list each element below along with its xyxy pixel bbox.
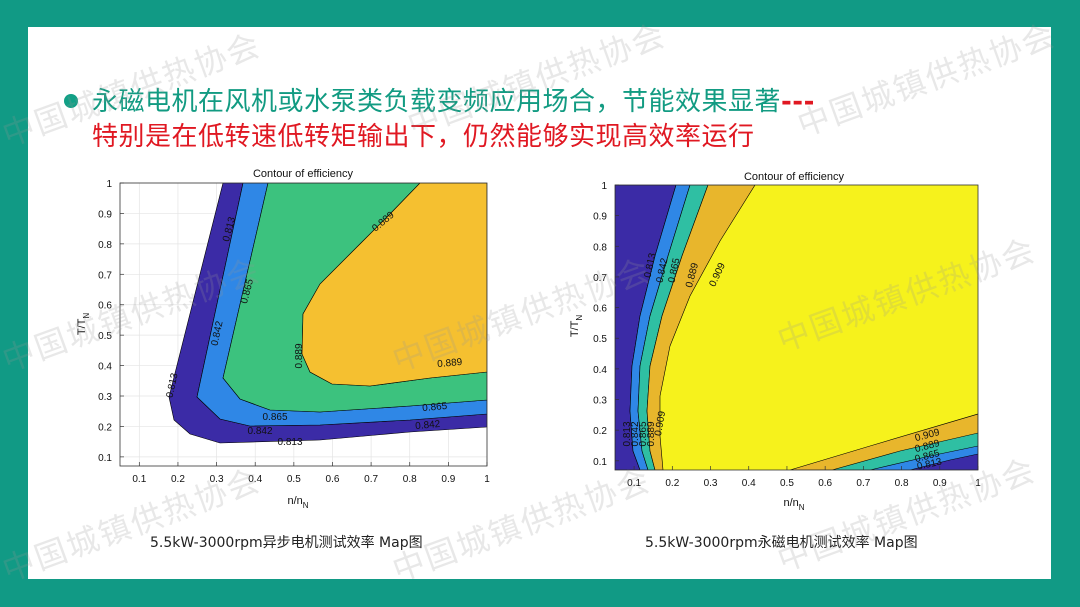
y-tick-label: 0.7 bbox=[98, 270, 112, 281]
x-tick-label: 1 bbox=[975, 478, 981, 489]
y-axis-label: T/TN bbox=[76, 313, 91, 336]
title-line-1: 永磁电机在风机或水泵类负载变频应用场合，节能效果显著--- bbox=[92, 81, 815, 118]
y-tick-label: 0.2 bbox=[98, 422, 112, 433]
contour-label: 0.865 bbox=[262, 412, 287, 423]
y-tick-label: 0.6 bbox=[98, 301, 112, 312]
x-tick-label: 0.1 bbox=[132, 474, 146, 485]
contour-label: 0.865 bbox=[638, 421, 649, 446]
y-tick-label: 0.2 bbox=[593, 426, 607, 437]
caption-left: 5.5kW-3000rpm异步电机测试效率 Map图 bbox=[150, 535, 423, 551]
region-bottom-navy bbox=[909, 453, 978, 470]
x-tick-label: 0.5 bbox=[287, 474, 301, 485]
y-tick-label: 0.3 bbox=[98, 392, 112, 403]
contour-label: 0.813 bbox=[643, 252, 659, 279]
y-tick-label: 0.5 bbox=[593, 334, 607, 345]
y-tick-label: 0.7 bbox=[593, 273, 607, 284]
chart-title: Contour of efficiency bbox=[744, 171, 845, 183]
x-tick-label: 0.2 bbox=[665, 478, 679, 489]
y-tick-label: 0.1 bbox=[98, 453, 112, 464]
plot-frame bbox=[119, 182, 488, 467]
contour-label: 0.865 bbox=[422, 401, 448, 414]
x-tick-label: 0.7 bbox=[364, 474, 378, 485]
x-tick-label: 0.3 bbox=[704, 478, 718, 489]
x-tick-label: 0.5 bbox=[780, 478, 794, 489]
contour-label: 0.889 bbox=[294, 343, 305, 368]
title-line-2: 特别是在低转速低转矩输出下，仍然能够实现高效率运行 bbox=[92, 122, 755, 152]
x-tick-label: 0.2 bbox=[171, 474, 185, 485]
y-tick-label: 0.4 bbox=[593, 365, 607, 376]
contour-label: 0.889 bbox=[646, 421, 657, 446]
y-tick-label: 1 bbox=[106, 179, 112, 190]
plot-frame bbox=[614, 184, 979, 471]
x-tick-label: 0.6 bbox=[326, 474, 340, 485]
contour-label: 0.842 bbox=[247, 426, 272, 437]
x-tick-label: 0.9 bbox=[933, 478, 947, 489]
axis-ticks: 0.1 0.2 0.3 0.4 0.5 0.6 0.7 0.8 0.9 1 0.1 0.2 0.3 0.4… bbox=[98, 179, 490, 485]
x-tick-label: 0.6 bbox=[818, 478, 832, 489]
region-left-orange bbox=[646, 185, 756, 470]
title-dashes: --- bbox=[781, 87, 815, 117]
contour-label: 0.842 bbox=[415, 419, 441, 432]
y-tick-label: 0.8 bbox=[593, 242, 607, 253]
contour-label: 0.842 bbox=[210, 320, 226, 347]
contour-label: 0.813 bbox=[622, 421, 633, 446]
y-tick-label: 0.9 bbox=[593, 212, 607, 223]
x-tick-label: 0.9 bbox=[441, 474, 455, 485]
x-tick-label: 0.1 bbox=[627, 478, 641, 489]
contour-label: 0.889 bbox=[437, 357, 463, 370]
x-tick-label: 0.7 bbox=[856, 478, 870, 489]
y-tick-label: 0.4 bbox=[98, 362, 112, 373]
y-tick-label: 0.5 bbox=[98, 331, 112, 342]
contour-label: 0.813 bbox=[277, 437, 302, 448]
title-line-1-text: 永磁电机在风机或水泵类负载变频应用场合，节能效果显著 bbox=[92, 87, 782, 117]
x-tick-label: 0.3 bbox=[210, 474, 224, 485]
y-tick-label: 0.1 bbox=[593, 457, 607, 468]
x-tick-label: 0.4 bbox=[742, 478, 756, 489]
y-tick-label: 1 bbox=[601, 181, 607, 192]
y-tick-label: 0.3 bbox=[593, 396, 607, 407]
x-tick-label: 0.4 bbox=[248, 474, 262, 485]
bullet-dot-icon bbox=[64, 94, 78, 108]
contour-label: 0.909 bbox=[653, 410, 668, 437]
contour-label: 0.813 bbox=[165, 372, 181, 399]
pm-motor-efficiency-map: 0.1 0.2 0.3 0.4 0.5 0.6 0.7 0.8 0.9 1 0.1 0.2 0.3 0.4… bbox=[570, 171, 981, 512]
contour-label: 0.842 bbox=[655, 257, 671, 284]
x-axis-label: n/nN bbox=[783, 497, 804, 512]
x-axis-label: n/nN bbox=[287, 495, 308, 510]
chart-title: Contour of efficiency bbox=[253, 168, 354, 180]
x-tick-label: 1 bbox=[484, 474, 490, 485]
y-tick-label: 0.8 bbox=[98, 240, 112, 251]
x-tick-label: 0.8 bbox=[403, 474, 417, 485]
x-tick-label: 0.8 bbox=[895, 478, 909, 489]
axis-ticks: 0.1 0.2 0.3 0.4 0.5 0.6 0.7 0.8 0.9 1 0.1 0.2 0.3 0.4… bbox=[593, 181, 981, 489]
contour-label: 0.813 bbox=[916, 456, 943, 472]
y-tick-label: 0.9 bbox=[98, 209, 112, 220]
caption-right: 5.5kW-3000rpm永磁电机测试效率 Map图 bbox=[645, 535, 918, 551]
contour-label: 0.865 bbox=[667, 257, 683, 284]
y-tick-label: 0.6 bbox=[593, 304, 607, 315]
region-orange bbox=[301, 183, 487, 387]
async-motor-efficiency-map: 0.1 0.2 0.3 0.4 0.5 0.6 0.7 0.8 0.9 1 0.1 0.2 0.3 0.4… bbox=[76, 168, 490, 510]
y-axis-label: T/TN bbox=[570, 315, 584, 338]
contour-label: 0.842 bbox=[630, 421, 641, 446]
